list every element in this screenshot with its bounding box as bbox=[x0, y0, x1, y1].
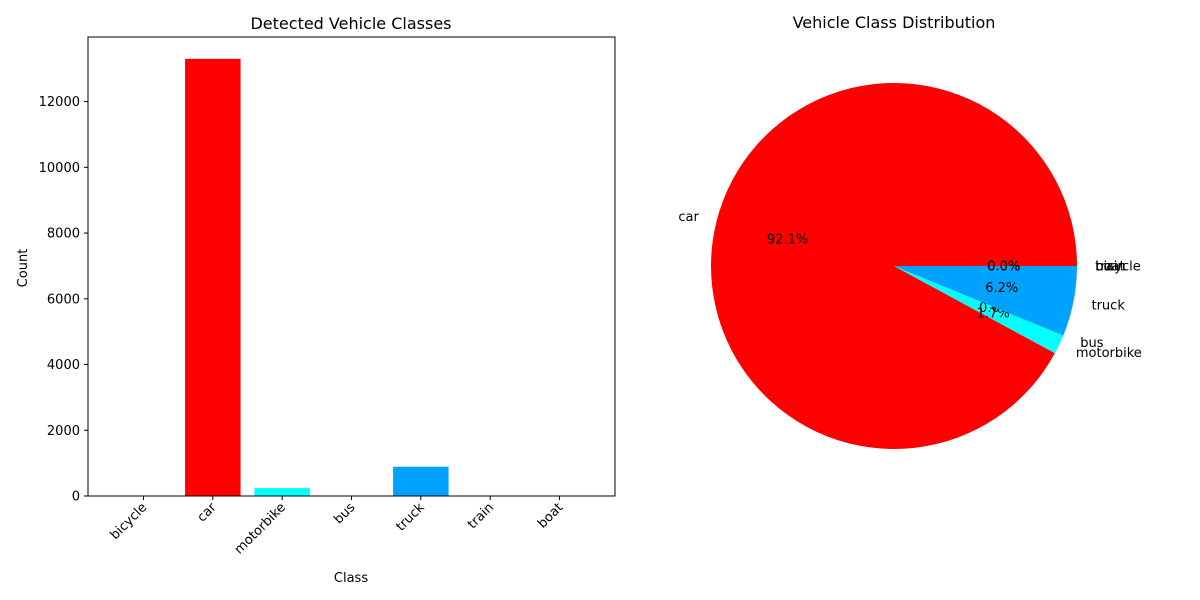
bar-truck bbox=[393, 466, 449, 496]
pie-pct-label: 1.7% bbox=[977, 307, 1010, 322]
bar-chart-title: Detected Vehicle Classes bbox=[250, 14, 451, 33]
pie-label: car bbox=[678, 210, 699, 225]
plot-frame bbox=[87, 36, 616, 497]
x-tick-label: bicycle bbox=[108, 500, 151, 543]
pie-label: bus bbox=[1080, 336, 1103, 351]
y-tick-label: 2000 bbox=[47, 424, 80, 439]
bar-motorbike bbox=[254, 488, 310, 496]
x-tick-label: train bbox=[465, 500, 497, 532]
bar-chart: Detected Vehicle Classes bicycle car motor… bbox=[16, 14, 616, 586]
pie-chart: Vehicle Class Distribution car 92.1% motor… bbox=[678, 13, 1142, 449]
pie-label: motorbike bbox=[1076, 346, 1142, 361]
pie-pct-label: 92.1% bbox=[767, 233, 808, 248]
pie-label: truck bbox=[1091, 298, 1125, 313]
y-tick-label: 6000 bbox=[47, 292, 80, 307]
y-tick-label: 12000 bbox=[39, 95, 80, 110]
pie-slice-truck bbox=[894, 266, 1077, 336]
pie-slice-car bbox=[711, 82, 1077, 449]
x-tick-label: boat bbox=[535, 500, 566, 531]
x-tick-label: bus bbox=[331, 500, 358, 527]
x-tick-label: car bbox=[195, 500, 221, 526]
x-axis-label: Class bbox=[334, 571, 368, 586]
y-tick-label: 8000 bbox=[47, 227, 80, 242]
pie-label: bicycle bbox=[1095, 260, 1140, 275]
y-tick-label: 4000 bbox=[47, 358, 80, 373]
bar-plot-area: bicycle car motorbike bus truck train boat 0 200… bbox=[39, 36, 616, 557]
pie-chart-title: Vehicle Class Distribution bbox=[793, 13, 996, 32]
pie-pct-label: 0.0% bbox=[987, 260, 1020, 275]
y-tick-label: 10000 bbox=[39, 161, 80, 176]
y-axis-label: Count bbox=[16, 249, 31, 288]
pie-pct-label: 6.2% bbox=[985, 281, 1018, 296]
bar-car bbox=[185, 58, 241, 496]
x-tick-label: motorbike bbox=[232, 500, 289, 557]
pie-label: train bbox=[1095, 260, 1125, 275]
y-tick-label: 0 bbox=[72, 490, 80, 505]
pie-slice-motorbike bbox=[894, 266, 1064, 354]
pie-plot-area: car 92.1% motorbike 1.7% bus 0.0% truck 6.2% tra… bbox=[678, 82, 1142, 449]
pie-label: boat bbox=[1095, 260, 1124, 275]
pie-pct-label: 0.0% bbox=[987, 260, 1020, 275]
pie-pct-label: 0.0% bbox=[987, 260, 1020, 275]
x-tick-label: truck bbox=[393, 500, 428, 535]
